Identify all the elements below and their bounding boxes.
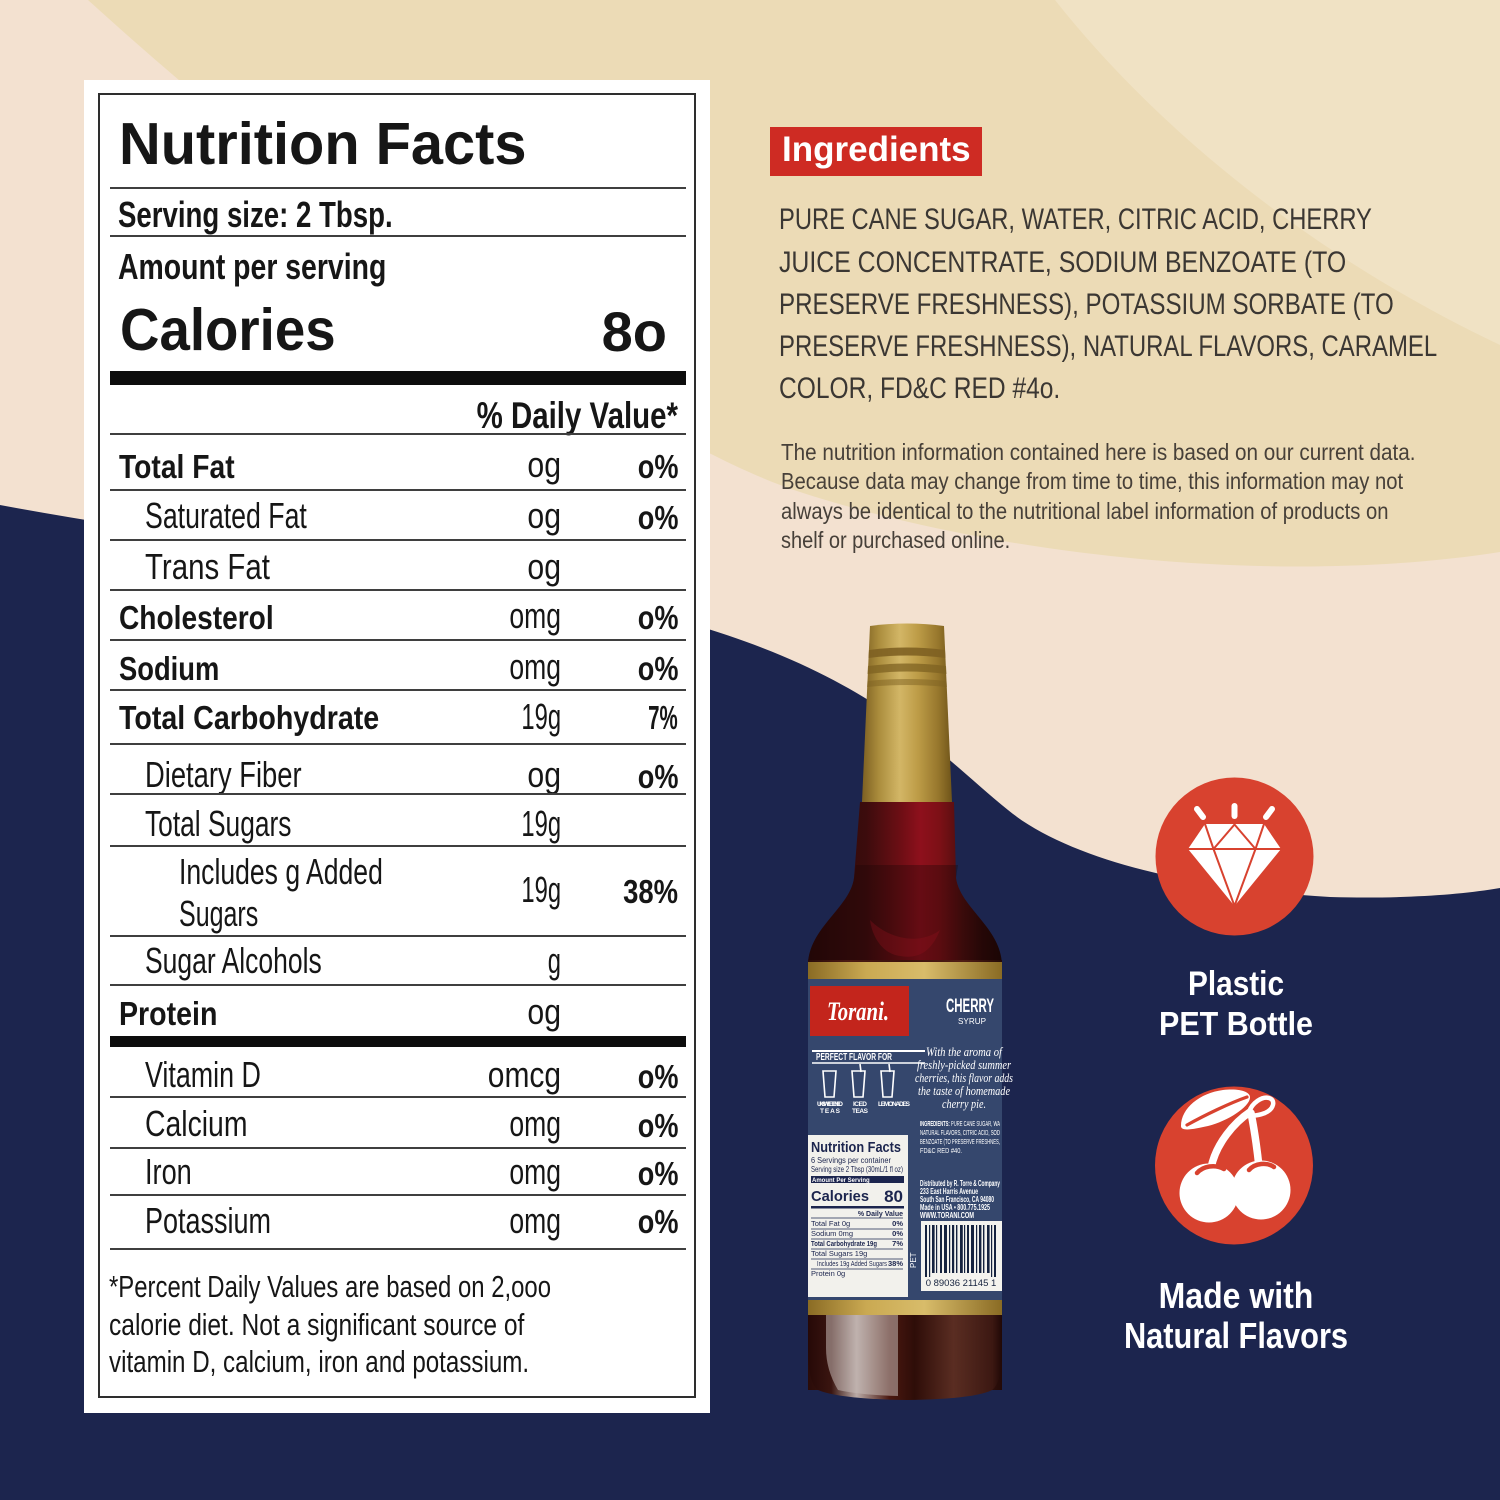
svg-text:Torani.: Torani. [827, 997, 889, 1026]
svg-text:CHERRY: CHERRY [946, 996, 994, 1017]
svg-text:Distributed by R. Torre & Comp: Distributed by R. Torre & Company [920, 1179, 1000, 1188]
svg-text:FD&C RED #40.: FD&C RED #40. [920, 1146, 962, 1155]
svg-text:WWW.TORANI.COM: WWW.TORANI.COM [920, 1211, 974, 1220]
svg-text:PET: PET [909, 1252, 918, 1268]
svg-text:UNSWEETENED: UNSWEETENED [817, 1101, 843, 1108]
svg-text:38%: 38% [888, 1259, 903, 1268]
svg-text:cherry pie.: cherry pie. [942, 1096, 986, 1111]
svg-text:PERFECT FLAVOR FOR: PERFECT FLAVOR FOR [816, 1051, 892, 1063]
svg-text:Nutrition Facts: Nutrition Facts [811, 1139, 901, 1156]
svg-text:TEAS: TEAS [820, 1108, 841, 1115]
svg-text:South San Francisco, CA 94080: South San Francisco, CA 94080 [920, 1195, 994, 1204]
svg-text:BENZOATE (TO PRESERVE FRESHNES: BENZOATE (TO PRESERVE FRESHNES, [920, 1137, 1000, 1146]
svg-text:Total Carbohydrate 19g: Total Carbohydrate 19g [811, 1239, 877, 1248]
svg-text:Serving size 2 Tbsp (30mL/1 fl: Serving size 2 Tbsp (30mL/1 fl oz) [811, 1165, 903, 1174]
svg-text:freshly-picked summer: freshly-picked summer [917, 1057, 1012, 1072]
svg-text:233 East Harris Avenue: 233 East Harris Avenue [920, 1187, 978, 1196]
svg-text:Made in USA • 800.775.1925: Made in USA • 800.775.1925 [920, 1203, 990, 1212]
svg-text:0%: 0% [892, 1219, 903, 1228]
svg-text:Calories: Calories [811, 1188, 869, 1205]
svg-text:6 Servings per container: 6 Servings per container [811, 1156, 891, 1165]
svg-text:0%: 0% [892, 1229, 903, 1238]
svg-text:0 89036 21145 1: 0 89036 21145 1 [926, 1278, 997, 1289]
svg-text:Total Sugars 19g: Total Sugars 19g [811, 1249, 867, 1258]
svg-text:80: 80 [884, 1187, 903, 1206]
svg-text:TEAS: TEAS [852, 1108, 869, 1115]
svg-text:ICED: ICED [853, 1101, 867, 1108]
svg-text:Includes 19g Added Sugars: Includes 19g Added Sugars [817, 1259, 887, 1268]
svg-text:NATURAL FLAVORS, CITRIC ACID,: NATURAL FLAVORS, CITRIC ACID, SOD [920, 1128, 1000, 1137]
svg-text:SYRUP: SYRUP [958, 1017, 986, 1026]
svg-text:% Daily Value: % Daily Value [858, 1211, 903, 1218]
svg-text:cherries, this flavor adds: cherries, this flavor adds [915, 1070, 1013, 1085]
svg-text:INGREDIENTS: PURE CANE SUGAR,: INGREDIENTS: PURE CANE SUGAR, WA [920, 1119, 1000, 1128]
svg-text:Sodium 0mg: Sodium 0mg [811, 1229, 853, 1238]
svg-text:Protein 0g: Protein 0g [811, 1269, 845, 1278]
svg-text:7%: 7% [892, 1239, 903, 1248]
svg-text:LEMONADES: LEMONADES [878, 1101, 911, 1108]
svg-text:Total Fat 0g: Total Fat 0g [811, 1219, 850, 1228]
svg-text:Amount Per Serving: Amount Per Serving [812, 1178, 870, 1184]
svg-text:the taste of homemade: the taste of homemade [918, 1083, 1010, 1098]
svg-text:With the aroma of: With the aroma of [926, 1044, 1004, 1059]
